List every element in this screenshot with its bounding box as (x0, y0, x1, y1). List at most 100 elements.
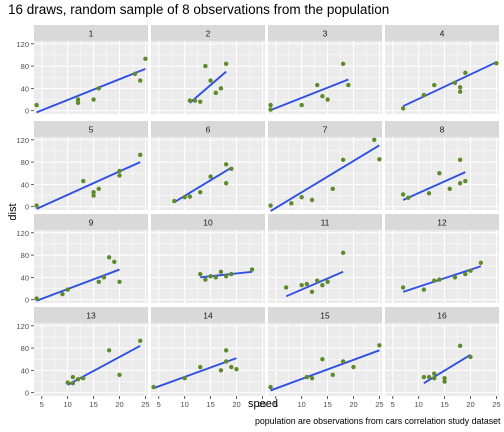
data-point (188, 194, 192, 198)
data-point (320, 357, 324, 361)
y-tick-label: 0 (25, 389, 29, 398)
x-tick-label: 20 (466, 400, 474, 409)
data-point (310, 198, 314, 202)
data-point (172, 199, 176, 203)
panel-background (268, 230, 382, 303)
data-point (437, 171, 441, 175)
facet-label: 8 (440, 125, 445, 135)
data-point (463, 71, 467, 75)
x-tick-label: 20 (349, 400, 357, 409)
data-point (65, 380, 69, 384)
data-point (289, 201, 293, 205)
data-point (76, 377, 80, 381)
y-axis-label: dist (7, 197, 19, 227)
data-point (299, 283, 303, 287)
data-point (138, 339, 142, 343)
facet-label: 9 (89, 218, 94, 228)
data-point (401, 106, 405, 110)
data-point (284, 285, 288, 289)
panel-background (385, 41, 499, 114)
data-point (325, 280, 329, 284)
data-point (494, 61, 498, 65)
data-point (71, 375, 75, 379)
data-point (91, 97, 95, 101)
facet-label: 1 (89, 29, 94, 39)
data-point (208, 174, 212, 178)
data-point (138, 153, 142, 157)
data-point (188, 98, 192, 102)
data-point (341, 158, 345, 162)
data-point (112, 260, 116, 264)
data-point (401, 285, 405, 289)
facet-label: 2 (206, 29, 211, 39)
data-point (198, 100, 202, 104)
data-point (268, 203, 272, 207)
data-point (198, 272, 202, 276)
data-point (468, 268, 472, 272)
panel-background (151, 137, 265, 210)
data-point (463, 179, 467, 183)
data-point (214, 275, 218, 279)
x-tick-label: 10 (181, 400, 189, 409)
y-tick-label: 120 (16, 40, 29, 49)
y-tick-label: 40 (21, 366, 29, 375)
data-point (97, 86, 101, 90)
data-point (453, 81, 457, 85)
data-point (458, 85, 462, 89)
facet-label: 5 (89, 125, 94, 135)
data-point (107, 255, 111, 259)
x-tick-label: 25 (492, 400, 500, 409)
y-tick-label: 0 (25, 203, 29, 212)
data-point (229, 365, 233, 369)
panel-background (385, 230, 499, 303)
x-tick-label: 25 (375, 400, 383, 409)
data-point (406, 196, 410, 200)
x-tick-label: 15 (89, 400, 97, 409)
data-point (203, 64, 207, 68)
data-point (117, 173, 121, 177)
data-point (305, 282, 309, 286)
data-point (427, 375, 431, 379)
data-point (198, 365, 202, 369)
data-point (208, 274, 212, 278)
data-point (432, 376, 436, 380)
panel-background (385, 323, 499, 396)
data-point (193, 98, 197, 102)
data-point (299, 195, 303, 199)
data-point (422, 375, 426, 379)
x-tick-label: 25 (141, 400, 149, 409)
panel-background (34, 41, 148, 114)
y-tick-label: 80 (21, 158, 29, 167)
data-point (102, 275, 106, 279)
data-point (133, 72, 137, 76)
y-tick-label: 120 (16, 322, 29, 331)
facet-label: 3 (323, 29, 328, 39)
x-tick-label: 15 (206, 400, 214, 409)
data-point (377, 157, 381, 161)
data-point (458, 181, 462, 185)
x-tick-label: 5 (391, 400, 395, 409)
data-point (117, 280, 121, 284)
data-point (97, 187, 101, 191)
data-point (448, 187, 452, 191)
data-point (377, 343, 381, 347)
x-tick-label: 15 (440, 400, 448, 409)
x-tick-label: 5 (40, 400, 44, 409)
x-tick-label: 10 (298, 400, 306, 409)
data-point (299, 103, 303, 107)
facet-label: 16 (437, 311, 447, 321)
data-point (203, 277, 207, 281)
data-point (427, 191, 431, 195)
y-tick-label: 80 (21, 62, 29, 71)
data-point (219, 270, 223, 274)
x-tick-label: 15 (323, 400, 331, 409)
data-point (341, 251, 345, 255)
data-point (305, 375, 309, 379)
data-point (229, 272, 233, 276)
facet-label: 7 (323, 125, 328, 135)
data-point (219, 368, 223, 372)
data-point (320, 94, 324, 98)
data-point (351, 365, 355, 369)
